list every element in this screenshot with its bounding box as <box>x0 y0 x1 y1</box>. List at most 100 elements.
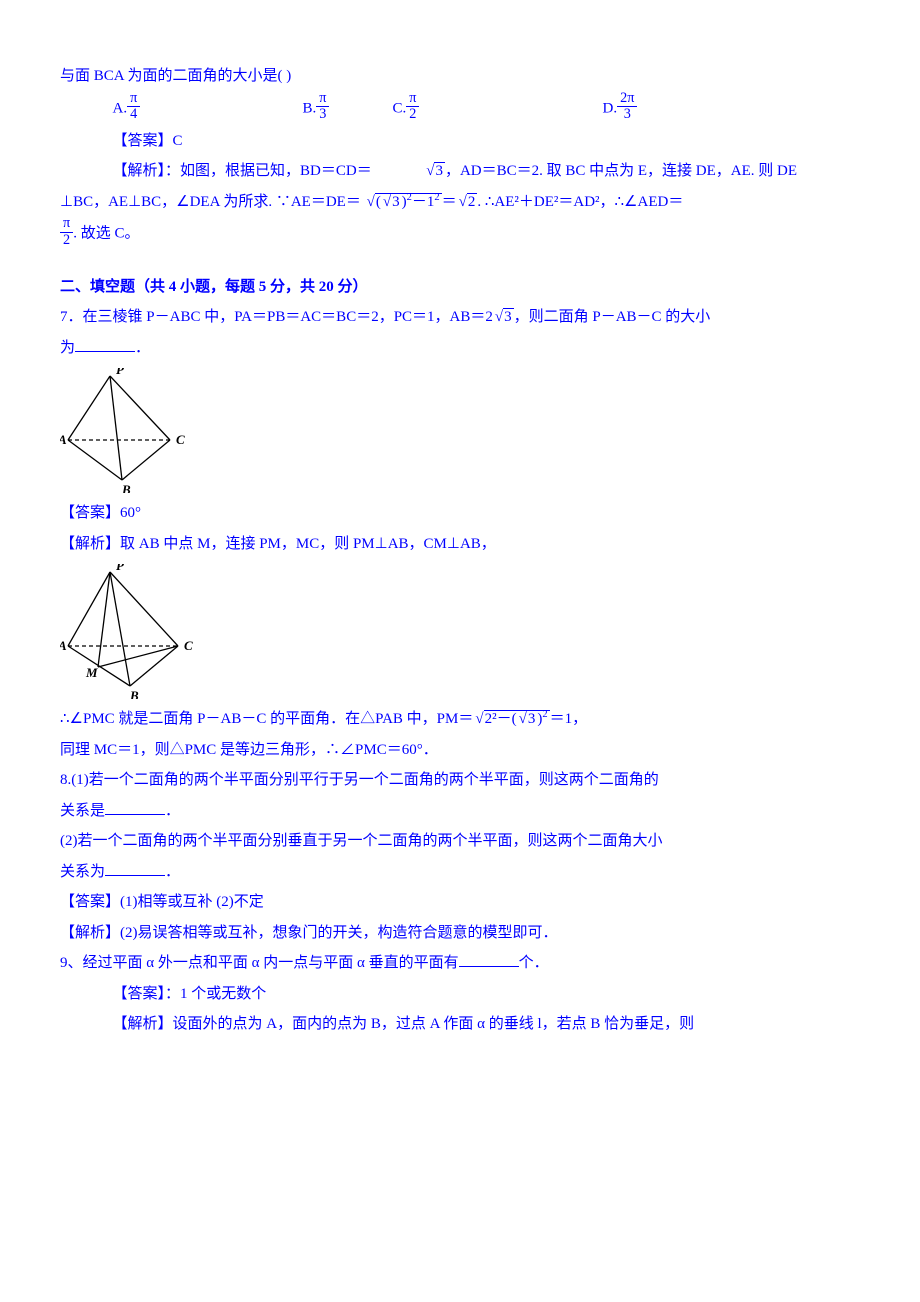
q6-exp-2a: ⊥BC，AE⊥BC，∠DEA 为所求. ∵AE＝DE＝ <box>60 194 365 210</box>
q7-exp-sq: 2 <box>542 709 547 720</box>
q6-exp-sqrt2: 2 <box>467 193 478 210</box>
q8-p1-tail: ． <box>165 803 180 819</box>
q6-exp-frac-num: π <box>60 216 73 233</box>
q6-option-d: D.2π3 <box>603 93 693 125</box>
spacer <box>60 253 860 271</box>
q7-exp-1: 取 AB 中点 M，连接 PM，MC，则 PM⊥AB，CM⊥AB， <box>120 536 496 552</box>
q8-answer-label: 【答案】 <box>60 894 120 910</box>
q7-answer-value: 60° <box>120 505 141 521</box>
q9-answer-label: 【答案】： <box>113 986 181 1002</box>
q6-optC-den: 2 <box>406 107 419 123</box>
q6-option-b: B.π3 <box>303 93 393 125</box>
q6-optB-label: B. <box>303 100 317 116</box>
tetrahedron-diagram-2: PACBM <box>60 564 195 699</box>
q8-p1-l2: 关系是 ． <box>60 797 860 826</box>
q8-p1-l1: 8.(1)若一个二面角的两个半平面分别平行于另一个二面角的两个半平面，则这两个二… <box>60 766 860 795</box>
q7-exp-2tail: ＝1， <box>550 711 588 727</box>
q6-explain-l3: π2. 故选 C。 <box>60 218 860 250</box>
q6-explain-label: 【解析】： <box>113 163 181 179</box>
q7-blank-tail: ． <box>135 340 150 356</box>
svg-text:P: P <box>116 564 125 573</box>
q7-answer-label: 【答案】 <box>60 505 120 521</box>
q7-num: 7． <box>60 309 83 325</box>
q6-answer-label: 【答案】 <box>113 133 173 149</box>
q8-p1a: (1)若一个二面角的两个半平面分别平行于另一个二面角的两个半平面，则这两个二面角… <box>71 772 659 788</box>
q7-figure-2: PACBM <box>60 564 860 699</box>
q6-optD-label: D. <box>603 100 618 116</box>
q6-optD-num: 2π <box>617 91 637 108</box>
q7-stem-sqrt: 3 <box>503 308 514 325</box>
section2-heading: 二、填空题（共 4 小题，每题 5 分，共 20 分） <box>60 273 860 302</box>
q9-answer: 【答案】：1 个或无数个 <box>60 980 860 1009</box>
q8-num: 8. <box>60 772 71 788</box>
q6-exp-3tail: . 故选 C。 <box>73 226 139 242</box>
q6-optA-den: 4 <box>127 107 140 123</box>
q6-option-c: C.π2 <box>393 93 603 125</box>
q9-stem-a: 经过平面 α 外一点和平面 α 内一点与平面 α 垂直的平面有 <box>83 955 459 971</box>
q6-stem-text: 与面 BCA 为面的二面角的大小是( ) <box>60 68 291 84</box>
q6-optA-label: A. <box>113 100 128 116</box>
svg-text:B: B <box>129 688 139 699</box>
q6-optD-den: 3 <box>617 107 637 123</box>
q6-optB-num: π <box>316 91 329 108</box>
q8-p1b: 关系是 <box>60 803 105 819</box>
q6-options: A.π4 B.π3 C.π2 D.2π3 <box>60 93 860 125</box>
q9-stem: 9、经过平面 α 外一点和平面 α 内一点与平面 α 垂直的平面有 个． <box>60 949 860 978</box>
svg-text:C: C <box>176 432 185 447</box>
q6-exp-2b-tail: －1 <box>412 194 435 210</box>
q9-stem-tail: 个． <box>519 955 549 971</box>
q7-stem-l2: 为． <box>60 334 860 363</box>
q6-explain-l1: 【解析】：如图，根据已知，BD＝CD＝ 3，AD＝BC＝2. 取 BC 中点为 E… <box>60 157 860 186</box>
svg-text:A: A <box>60 432 67 447</box>
q7-stem-a: 在三棱锥 P－ABC 中，PA＝PB＝AC＝BC＝2，PC＝1，AB＝2 <box>83 309 493 325</box>
tetrahedron-diagram-1: P A C B <box>60 368 190 493</box>
q7-explain-l2: ∴∠PMC 就是二面角 P－AB－C 的平面角．在△PAB 中，PM＝2²－(3… <box>60 705 860 734</box>
q9-explain: 【解析】设面外的点为 A，面内的点为 B，过点 A 作面 α 的垂线 l，若点 … <box>60 1010 860 1039</box>
q6-optB-den: 3 <box>316 107 329 123</box>
q8-explain: 【解析】(2)易误答相等或互补，想象门的开关，构造符合题意的模型即可． <box>60 919 860 948</box>
q6-exp-sqrt3b: 3 <box>391 193 402 210</box>
q6-exp-2d: . ∴AE²＋DE²＝AD²，∴∠AED＝ <box>477 194 683 210</box>
q7-explain-label: 【解析】 <box>60 536 120 552</box>
q9-explain-label: 【解析】 <box>113 1016 173 1032</box>
svg-text:P: P <box>116 368 125 377</box>
q6-exp-sq2: 2 <box>434 192 439 203</box>
q9-explain-text: 设面外的点为 A，面内的点为 B，过点 A 作面 α 的垂线 l，若点 B 恰为… <box>173 1016 695 1032</box>
q8-p2-l1: (2)若一个二面角的两个半平面分别垂直于另一个二面角的两个半平面，则这两个二面角… <box>60 827 860 856</box>
q9-num: 9、 <box>60 955 83 971</box>
q8-answer: 【答案】(1)相等或互补 (2)不定 <box>60 888 860 917</box>
q6-exp-frac-den: 2 <box>60 233 73 249</box>
svg-text:A: A <box>60 638 67 653</box>
q9-answer-value: 1 个或无数个 <box>180 986 266 1002</box>
q6-optC-num: π <box>406 91 419 108</box>
q6-exp-1a: 如图，根据已知，BD＝CD＝ <box>180 163 372 179</box>
q7-exp-2sqa: 2²－ <box>485 711 512 727</box>
q7-figure-1: P A C B <box>60 368 860 493</box>
q8-p2-tail: ． <box>165 864 180 880</box>
q6-exp-sqrt3a: 3 <box>434 162 445 179</box>
svg-text:B: B <box>121 482 131 493</box>
q6-answer-value: C <box>173 133 183 149</box>
q6-stem-tail: 与面 BCA 为面的二面角的大小是( ) <box>60 62 860 91</box>
q8-answer-value: (1)相等或互补 (2)不定 <box>120 894 264 910</box>
q7-stem-b: ，则二面角 P－AB－C 的大小 <box>514 309 711 325</box>
q7-answer: 【答案】60° <box>60 499 860 528</box>
q7-exp-2a: ∴∠PMC 就是二面角 P－AB－C 的平面角．在△PAB 中，PM＝ <box>60 711 473 727</box>
q8-p2-l2: 关系为． <box>60 858 860 887</box>
q8-blank2 <box>105 861 165 876</box>
q6-option-a: A.π4 <box>113 93 303 125</box>
q6-exp-1b: ，AD＝BC＝2. 取 BC 中点为 E，连接 DE，AE. 则 DE <box>445 163 797 179</box>
q6-optC-label: C. <box>393 100 407 116</box>
q6-optA-num: π <box>127 91 140 108</box>
q6-exp-2c: ＝ <box>442 194 457 210</box>
q8-explain-label: 【解析】 <box>60 925 120 941</box>
svg-text:M: M <box>85 665 98 680</box>
q7-explain-l1: 【解析】取 AB 中点 M，连接 PM，MC，则 PM⊥AB，CM⊥AB， <box>60 530 860 559</box>
q7-explain-l3: 同理 MC＝1，则△PMC 是等边三角形，∴∠PMC＝60°． <box>60 736 860 765</box>
q7-blank <box>75 337 135 352</box>
q7-exp-2sqinner: 3 <box>527 710 538 727</box>
q7-stem-c: 为 <box>60 340 75 356</box>
q6-explain-l2: ⊥BC，AE⊥BC，∠DEA 为所求. ∵AE＝DE＝ (3)2－12＝2. ∴… <box>60 188 860 217</box>
q9-blank <box>459 953 519 968</box>
q8-blank1 <box>105 800 165 815</box>
